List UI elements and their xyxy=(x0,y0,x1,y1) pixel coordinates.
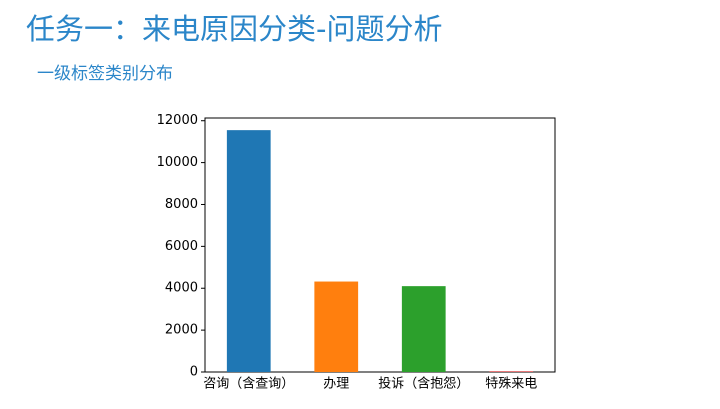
y-tick-label: 4000 xyxy=(165,281,198,296)
y-tick-label: 12000 xyxy=(157,113,198,128)
y-tick-label: 0 xyxy=(190,365,198,380)
slide-subtitle: 一级标签类别分布 xyxy=(37,64,173,84)
y-tick-label: 6000 xyxy=(165,239,198,254)
x-tick-label: 投诉（含抱怨） xyxy=(378,376,469,392)
slide-title: 任务一：来电原因分类-问题分析 xyxy=(26,12,442,46)
y-tick-label: 8000 xyxy=(165,197,198,212)
bar xyxy=(489,371,534,372)
x-tick-label: 特殊来电 xyxy=(485,377,537,392)
bar xyxy=(314,281,359,372)
x-tick-label: 咨询（含查询） xyxy=(203,376,294,392)
plot-frame xyxy=(204,117,556,373)
bar xyxy=(401,286,446,372)
x-tick-label: 办理 xyxy=(323,377,349,392)
y-tick-label: 2000 xyxy=(165,323,198,338)
bar xyxy=(226,130,271,372)
y-tick-label: 10000 xyxy=(157,155,198,170)
